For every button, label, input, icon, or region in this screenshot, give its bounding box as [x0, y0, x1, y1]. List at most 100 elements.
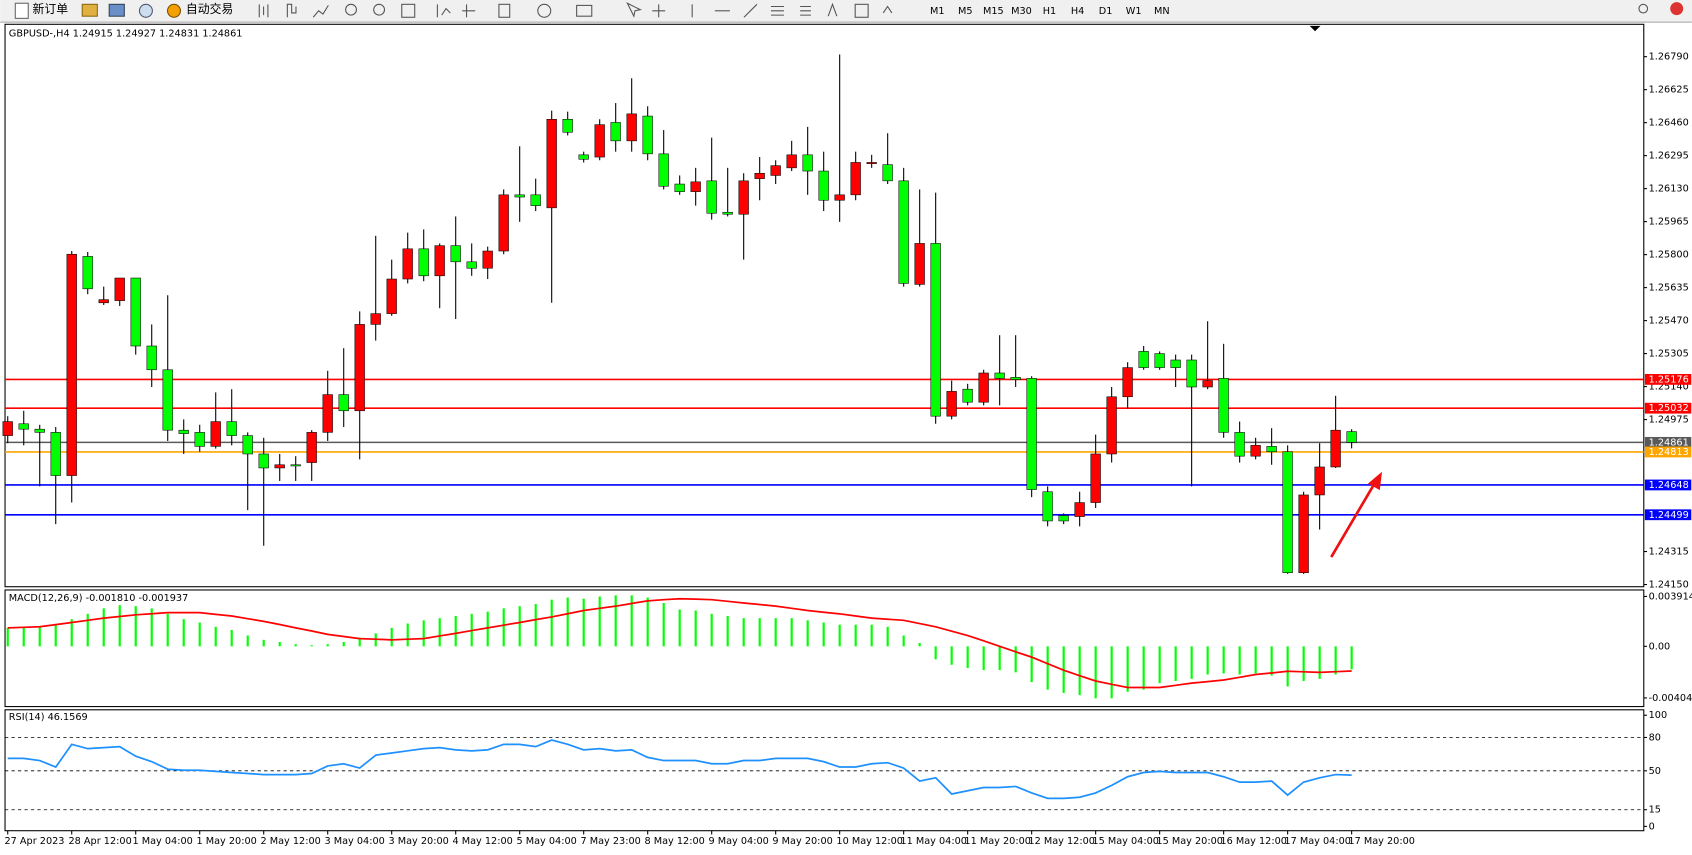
y-tick-label: -0.004049: [1649, 693, 1692, 704]
icon[interactable]: [138, 3, 153, 18]
candle-body: [162, 369, 173, 431]
timeframe-button[interactable]: H1: [1043, 6, 1056, 17]
auto-trading-button[interactable]: 自动交易: [166, 2, 234, 18]
icon[interactable]: [498, 3, 511, 18]
price-level-box: [1644, 479, 1692, 491]
y-tick-label: 1.25140: [1649, 382, 1689, 393]
candle-body: [370, 313, 381, 325]
icon[interactable]: [373, 3, 386, 16]
y-tick-label: 0.00: [1649, 641, 1671, 652]
notification[interactable]: [1670, 2, 1684, 16]
button-label[interactable]: 自动交易: [186, 2, 233, 16]
button-label[interactable]: 新订单: [33, 2, 69, 16]
icon: [166, 3, 182, 18]
candle-body: [642, 115, 653, 155]
rsi-line: [7, 739, 1352, 800]
x-tick-label: 9 May 04:00: [708, 836, 768, 847]
candle-body: [98, 299, 109, 304]
y-tick-label: 0: [1649, 821, 1655, 832]
icon[interactable]: [258, 4, 269, 18]
icon[interactable]: [108, 3, 125, 17]
price-level-box: [1644, 446, 1692, 458]
candle-body: [498, 194, 509, 252]
candle-body: [834, 194, 845, 201]
rsi-panel: [4, 709, 1645, 832]
timeframe-button[interactable]: M15: [983, 6, 1004, 17]
candle-body: [1234, 432, 1245, 457]
icon[interactable]: [81, 3, 98, 17]
candle-body: [386, 278, 397, 314]
candle-body: [658, 153, 669, 187]
icon[interactable]: [1638, 3, 1649, 14]
timeframe-button[interactable]: M30: [1011, 6, 1032, 17]
candle-body: [178, 429, 189, 434]
candle-body: [482, 250, 493, 269]
y-tick-label: 1.26460: [1649, 118, 1689, 129]
timeframe-button[interactable]: M1: [930, 6, 945, 17]
icon[interactable]: [576, 4, 593, 17]
x-tick-label: 15 May 04:00: [1092, 836, 1159, 847]
candle-body: [578, 154, 589, 160]
icon[interactable]: [312, 5, 329, 18]
y-tick-label: 1.24315: [1649, 547, 1689, 558]
candle-body: [946, 391, 957, 417]
icon[interactable]: [436, 4, 451, 18]
x-tick-label: 15 May 20:00: [1156, 836, 1223, 847]
candle-body: [82, 256, 93, 290]
candle-body: [322, 394, 333, 433]
new-order-button[interactable]: 新订单: [14, 2, 69, 19]
x-tick-label: 5 May 04:00: [516, 836, 576, 847]
candle-body: [306, 432, 317, 463]
icon[interactable]: [770, 5, 784, 16]
price-level-label: 1.25032: [1649, 403, 1689, 414]
candle-body: [226, 421, 237, 436]
y-tick-label: 1.25470: [1649, 316, 1689, 327]
x-tick-label: 1 May 20:00: [196, 836, 256, 847]
x-tick-label: 11 May 04:00: [900, 836, 967, 847]
candle-body: [354, 324, 365, 412]
candle-body: [66, 253, 77, 476]
x-tick-label: 16 May 12:00: [1220, 836, 1287, 847]
icon[interactable]: [854, 3, 869, 18]
timeframe-button[interactable]: W1: [1126, 6, 1142, 17]
price-level-label: 1.24648: [1649, 480, 1689, 491]
timeframe-button[interactable]: M5: [958, 6, 973, 17]
candle-body: [1218, 378, 1229, 433]
y-tick-label: 1.25965: [1649, 217, 1689, 228]
tool-icons[interactable]: [258, 2, 1649, 18]
y-tick-label: 50: [1649, 766, 1661, 777]
icon[interactable]: [827, 2, 838, 17]
icon[interactable]: [345, 3, 357, 16]
icon[interactable]: [286, 3, 297, 18]
x-tick-label: 10 May 12:00: [836, 836, 903, 847]
timeframe-button[interactable]: D1: [1099, 6, 1113, 17]
icon[interactable]: [462, 4, 476, 18]
timeframe-button[interactable]: H4: [1071, 6, 1084, 17]
x-tick-label: 2 May 12:00: [260, 836, 320, 847]
macd-panel: [4, 589, 1645, 708]
main-panel: [4, 23, 1645, 588]
icon[interactable]: [537, 3, 552, 18]
candle-body: [738, 180, 749, 215]
y-tick-label: 1.26625: [1649, 85, 1689, 96]
price-level-box: [1644, 402, 1692, 414]
icon[interactable]: [800, 5, 811, 16]
candle-body: [34, 428, 45, 433]
icon[interactable]: [652, 4, 666, 18]
candle-body: [402, 248, 413, 280]
icon[interactable]: [626, 2, 642, 18]
candle-body: [18, 423, 29, 430]
candle-body: [1122, 367, 1133, 398]
icon[interactable]: [743, 3, 758, 18]
annotation-arrow: [1330, 471, 1382, 558]
candle-body: [914, 243, 925, 285]
candle-body: [850, 162, 861, 196]
candle-body: [1186, 359, 1197, 388]
candle-body: [562, 118, 573, 133]
candle-body: [1106, 396, 1117, 455]
icon[interactable]: [882, 5, 893, 14]
price-level-box: [1644, 509, 1692, 521]
icon[interactable]: [401, 3, 416, 18]
candle-body: [594, 124, 605, 158]
timeframe-button[interactable]: MN: [1154, 6, 1170, 17]
